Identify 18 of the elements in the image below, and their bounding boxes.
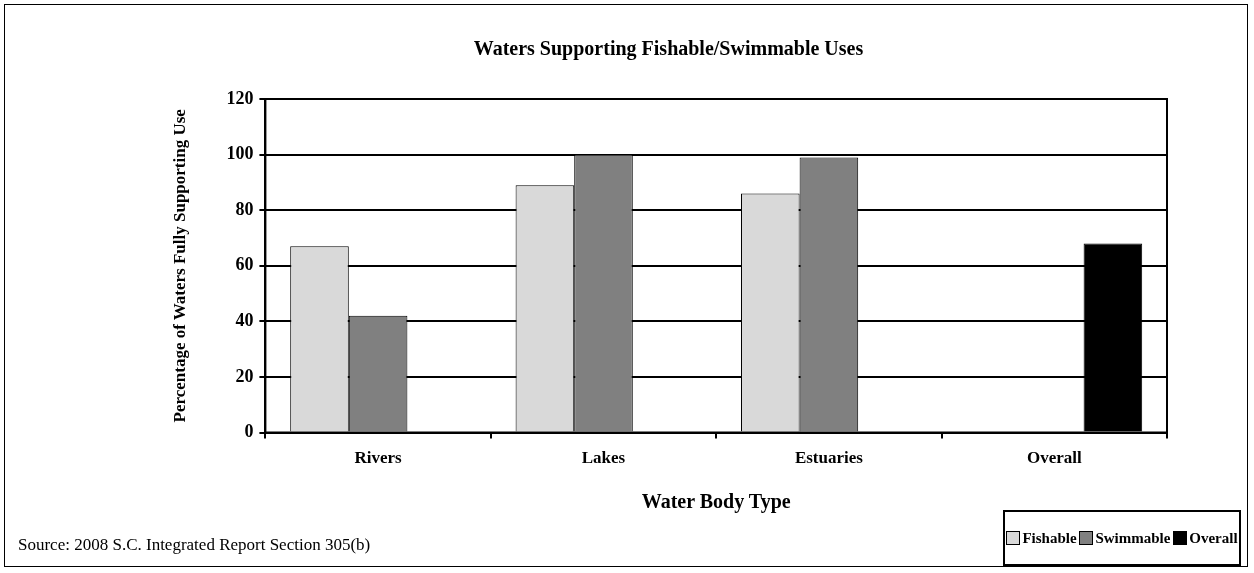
y-tick-label: 100	[226, 143, 254, 164]
x-tick-label: Overall	[1026, 448, 1082, 468]
y-tick-label: 60	[235, 254, 254, 275]
y-tick-label: 0	[244, 421, 254, 442]
legend-label: Overall	[1189, 529, 1238, 547]
x-tick-label: Lakes	[581, 448, 626, 468]
y-tick-label: 120	[226, 87, 254, 108]
y-tick-label: 40	[235, 310, 254, 331]
legend-label: Fishable	[1022, 529, 1077, 547]
y-axis-title: Percentage of Waters Fully Supporting Use	[169, 108, 189, 423]
y-tick-label: 80	[235, 198, 254, 219]
x-tick-label: Estuaries	[794, 448, 864, 468]
y-tick-label: 20	[235, 365, 254, 386]
x-tick-label: Rivers	[354, 448, 403, 468]
x-axis-title: Water Body Type	[641, 490, 791, 514]
chart-title: Waters Supporting Fishable/Swimmable Uses	[473, 37, 864, 61]
legend-label: Swimmable	[1095, 529, 1171, 547]
source-note: Source: 2008 S.C. Integrated Report Section 305(b)	[18, 535, 371, 555]
